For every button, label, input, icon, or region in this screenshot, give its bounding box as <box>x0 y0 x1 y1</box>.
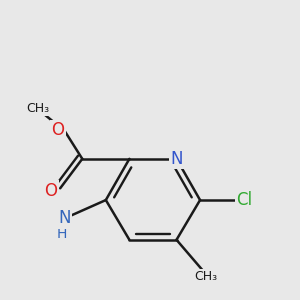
Text: N: N <box>170 150 183 168</box>
Text: O: O <box>44 182 57 200</box>
Text: CH₃: CH₃ <box>26 102 50 115</box>
Text: CH₃: CH₃ <box>194 270 218 283</box>
Text: H: H <box>56 227 67 241</box>
Text: O: O <box>51 121 64 139</box>
Text: N: N <box>58 209 71 227</box>
Text: Cl: Cl <box>236 191 252 209</box>
